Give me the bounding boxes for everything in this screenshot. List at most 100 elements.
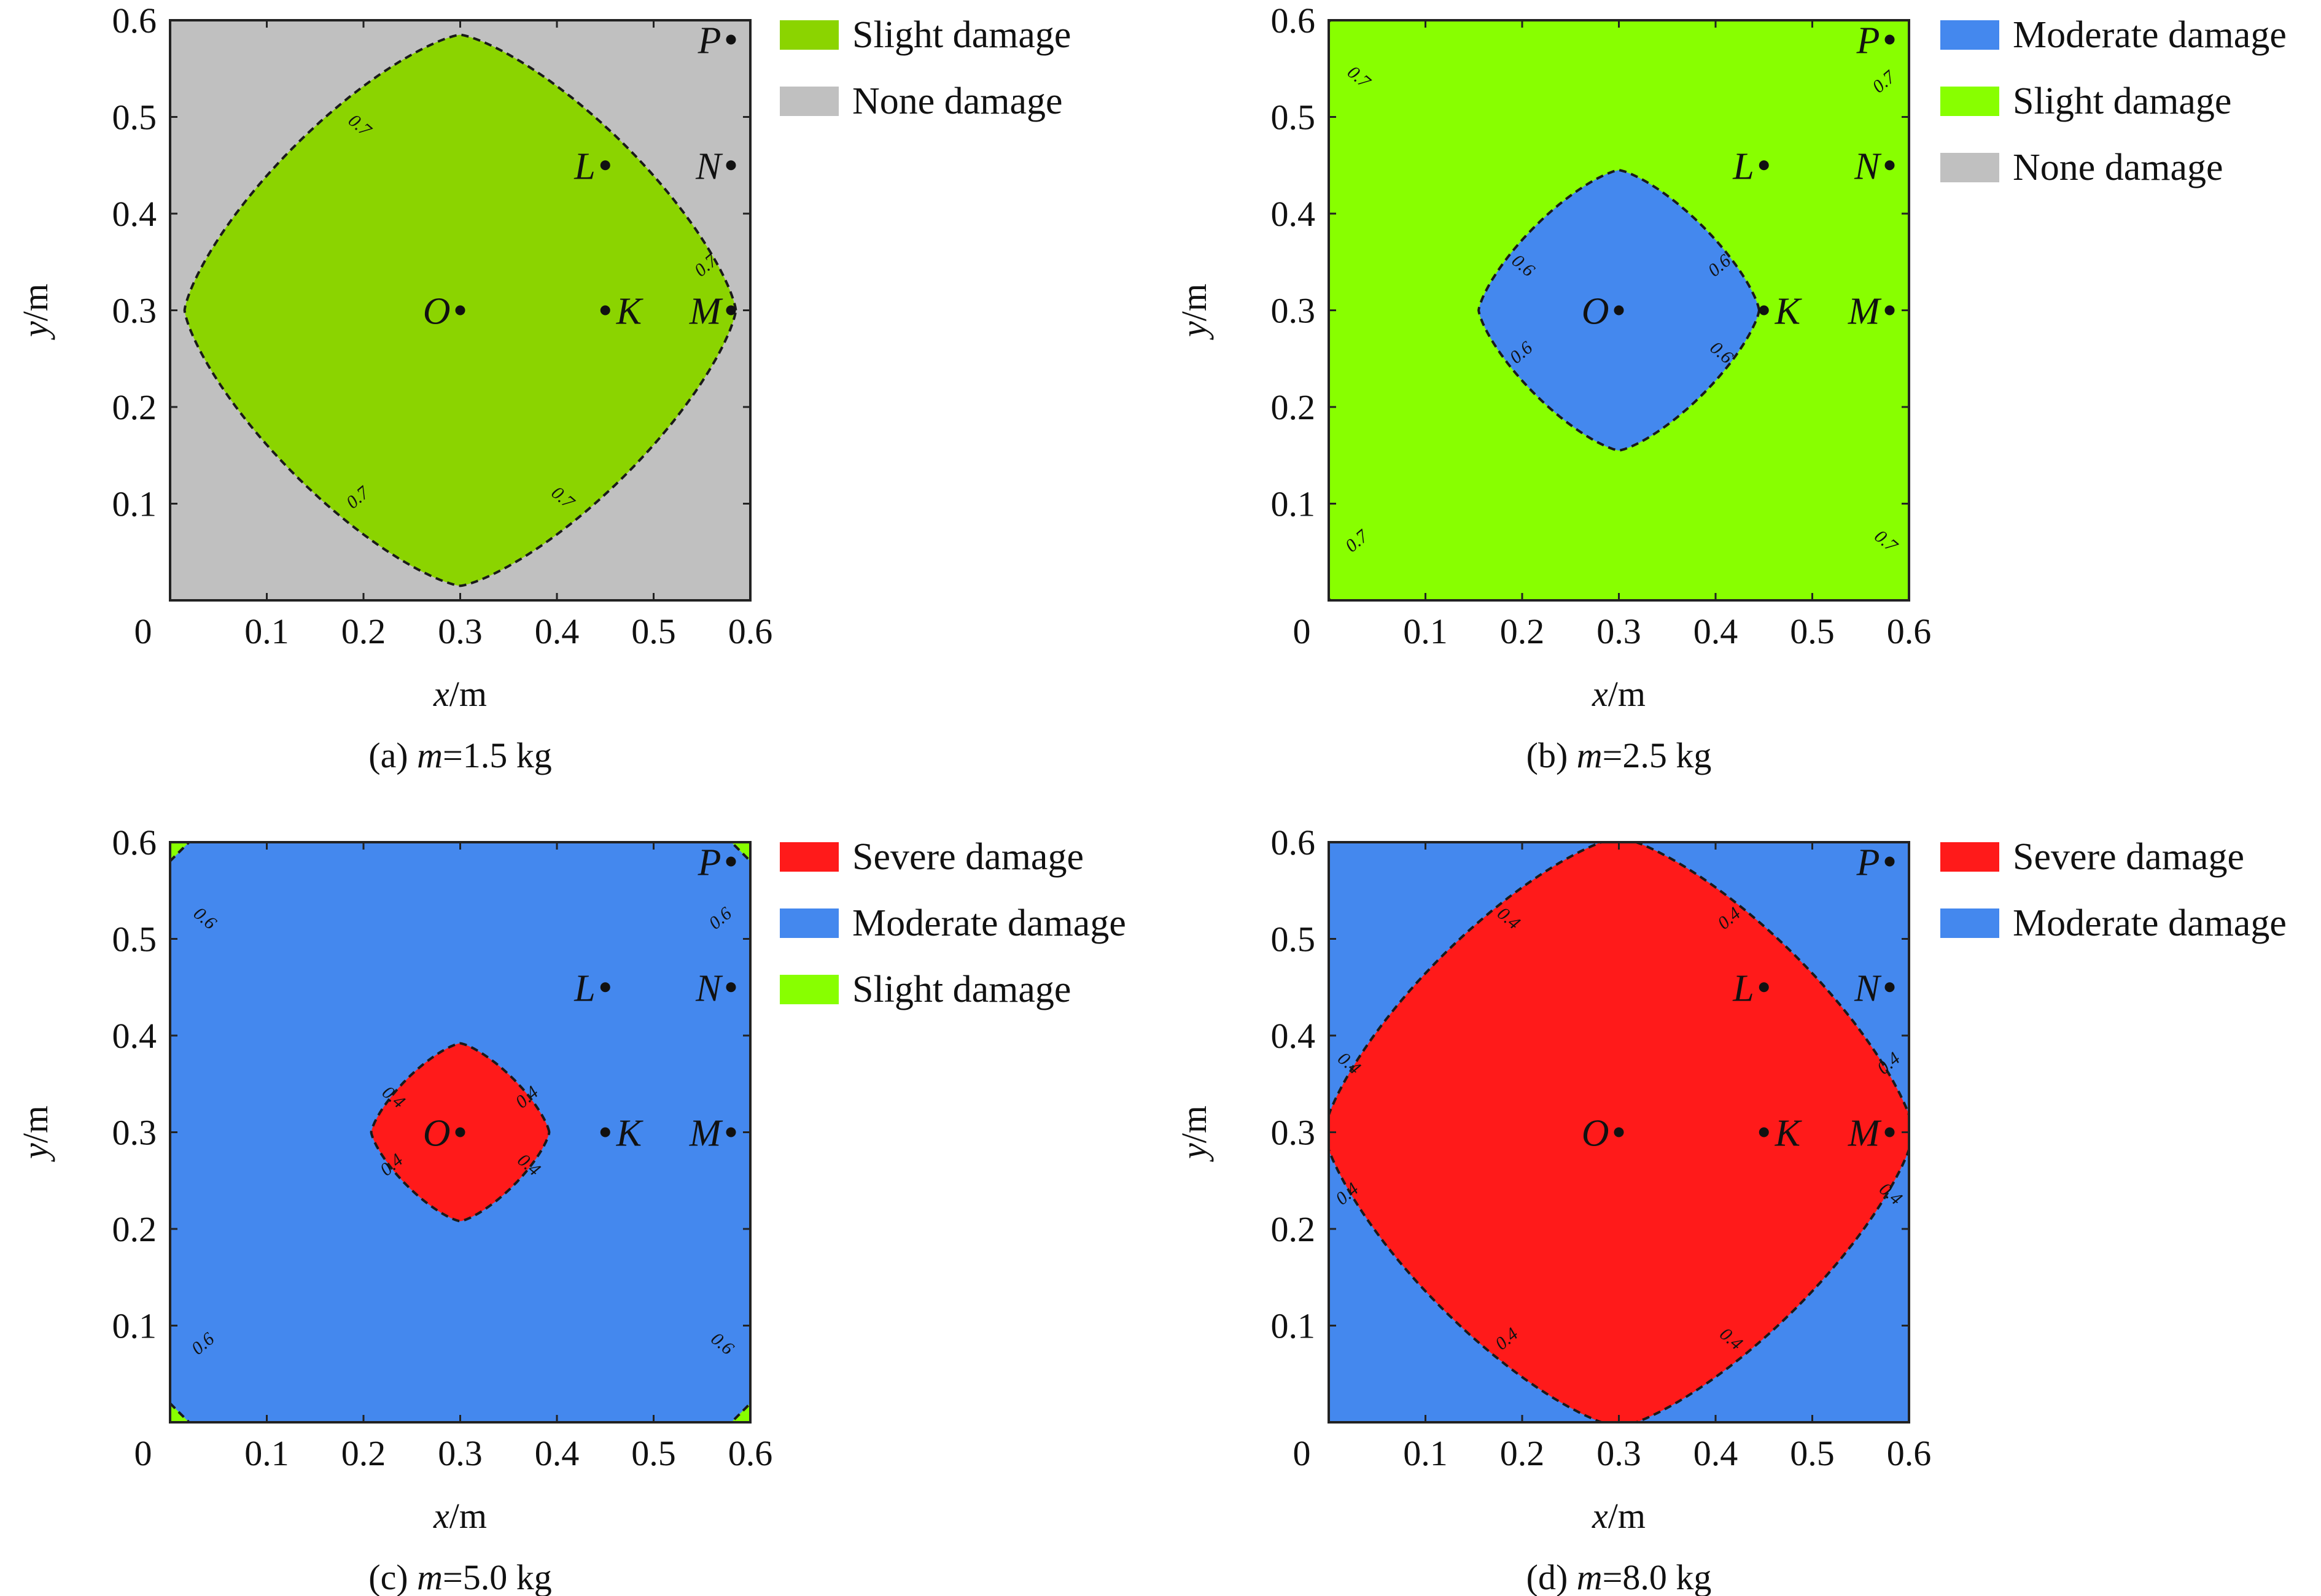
point-M (1884, 305, 1895, 316)
panel-caption: (b) m=2.5 kg (1526, 735, 1712, 775)
y-tick-label: 0.5 (112, 920, 157, 959)
panel-2: 0.6 0.60.6 0.60.4 0.40.4 0.40 0.1 0.2 0.3 0.4 0.5… (15, 823, 1126, 1596)
x-tick-label: 0.6 (1887, 1433, 1932, 1473)
panel-0: 0.70.70.7 0.70 0.1 0.2 0.3 0.4 0.5 0.60.10.20.3… (15, 1, 1071, 775)
point-K (1759, 1127, 1769, 1137)
y-tick-label: 0.1 (1271, 484, 1316, 524)
point-P (726, 856, 736, 867)
legend-label: Moderate damage (852, 902, 1126, 944)
legend-label: Slight damage (2013, 80, 2231, 122)
contour-line (183, 33, 737, 587)
point-L (600, 982, 610, 993)
point-N (1884, 982, 1895, 993)
x-axis-label: x/m (1592, 1496, 1646, 1536)
y-tick-label: 0.6 (112, 823, 157, 862)
point-L (600, 160, 610, 171)
x-tick-label: 0.1 (1403, 1433, 1448, 1473)
y-tick-label: 0.1 (112, 484, 157, 524)
x-tick-label: 0.5 (1790, 1433, 1835, 1473)
y-tick-label: 0.6 (1271, 1, 1316, 41)
x-tick-label: 0 (1293, 611, 1311, 651)
y-tick-label: 0.2 (1271, 1209, 1316, 1249)
point-L (1759, 160, 1769, 171)
point-label-N: N (695, 967, 723, 1009)
y-tick-label: 0.6 (112, 1, 157, 41)
point-O (1614, 1127, 1624, 1137)
y-tick-label: 0.5 (1271, 98, 1316, 138)
point-M (1884, 1127, 1895, 1137)
x-tick-label: 0.2 (1500, 1433, 1545, 1473)
point-K (600, 1127, 610, 1137)
panel-caption: (a) m=1.5 kg (368, 735, 551, 775)
point-label-M: M (689, 1113, 723, 1155)
legend-swatch (1940, 87, 1999, 116)
y-axis-label: y/m (1174, 284, 1214, 340)
legend-swatch (780, 908, 839, 938)
panel-3: 0.4 0.40.4 0.40.4 0.40.4 0.40 0.1 0.2 0.3 0.4 0.5… (1174, 823, 2287, 1596)
x-tick-label: 0.2 (1500, 611, 1545, 651)
legend-swatch (780, 842, 839, 872)
panel-caption: (d) m=8.0 kg (1526, 1557, 1712, 1596)
y-tick-label: 0.5 (112, 98, 157, 138)
x-tick-label: 0.6 (728, 611, 773, 651)
legend-label: Moderate damage (2013, 14, 2287, 56)
point-label-O: O (1582, 1113, 1609, 1155)
point-N (726, 160, 736, 171)
point-N (1884, 160, 1895, 171)
point-label-P: P (1856, 20, 1880, 62)
x-tick-label: 0 (1293, 1433, 1311, 1473)
legend-swatch (780, 20, 839, 50)
point-label-M: M (1848, 291, 1882, 333)
y-tick-label: 0.3 (1271, 1113, 1316, 1153)
point-label-K: K (616, 291, 644, 333)
x-tick-label: 0.6 (728, 1433, 773, 1473)
point-label-P: P (1856, 842, 1880, 884)
point-L (1759, 982, 1769, 993)
point-label-N: N (1854, 145, 1882, 187)
x-tick-label: 0 (134, 1433, 152, 1473)
point-P (726, 34, 736, 45)
x-tick-label: 0.1 (244, 611, 289, 651)
x-tick-label: 0.3 (1596, 611, 1641, 651)
point-label-L: L (573, 967, 595, 1009)
panel-1: 0.7 0.70.7 0.70.6 0.60.6 0.60 0.1 0.2 0.3 0.4 0.5… (1174, 1, 2287, 775)
point-N (726, 982, 736, 993)
legend-label: Moderate damage (2013, 902, 2287, 944)
x-tick-label: 0.1 (244, 1433, 289, 1473)
x-tick-label: 0.4 (1693, 611, 1738, 651)
point-label-O: O (423, 291, 451, 333)
point-label-M: M (1848, 1113, 1882, 1155)
y-tick-label: 0.3 (112, 1113, 157, 1153)
point-label-N: N (695, 145, 723, 187)
x-tick-label: 0.1 (1403, 611, 1448, 651)
point-label-O: O (423, 1113, 451, 1155)
x-tick-label: 0.4 (535, 611, 580, 651)
point-label-L: L (573, 145, 595, 187)
contour-line (370, 1042, 551, 1223)
y-tick-label: 0.2 (112, 1209, 157, 1249)
point-label-P: P (698, 842, 721, 884)
point-label-M: M (689, 291, 723, 333)
legend-swatch (780, 975, 839, 1004)
legend-swatch (1940, 842, 1999, 872)
y-axis-label: y/m (1174, 1106, 1214, 1162)
y-tick-label: 0.4 (1271, 1016, 1316, 1056)
x-tick-label: 0.4 (1693, 1433, 1738, 1473)
x-tick-label: 0.2 (341, 1433, 386, 1473)
point-P (1884, 856, 1895, 867)
x-tick-label: 0.3 (438, 1433, 483, 1473)
x-tick-label: 0.3 (438, 611, 483, 651)
x-tick-label: 0.3 (1596, 1433, 1641, 1473)
point-label-K: K (1775, 1113, 1803, 1155)
point-label-K: K (1775, 291, 1803, 333)
contour-line (1329, 842, 1909, 1422)
legend-label: Severe damage (852, 836, 1084, 878)
y-tick-label: 0.4 (112, 194, 157, 234)
point-label-L: L (1732, 145, 1754, 187)
y-tick-label: 0.1 (112, 1306, 157, 1346)
point-O (455, 1127, 465, 1137)
point-label-L: L (1732, 967, 1754, 1009)
x-tick-label: 0.4 (535, 1433, 580, 1473)
x-axis-label: x/m (1592, 674, 1646, 714)
